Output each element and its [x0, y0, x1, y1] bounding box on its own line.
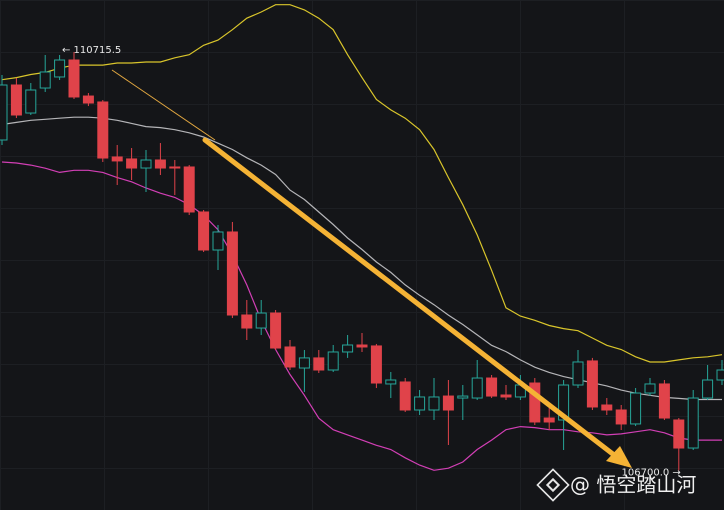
candle-body — [10, 84, 22, 116]
candle-body — [529, 382, 541, 423]
candle-body — [500, 394, 512, 398]
candle-body — [97, 101, 109, 159]
candle-body — [111, 156, 123, 162]
candle-body — [212, 231, 224, 251]
candle-body — [126, 158, 138, 169]
candle-body — [702, 379, 714, 399]
candle-body — [457, 395, 469, 399]
candle-body — [25, 89, 37, 114]
band-line — [1, 161, 722, 471]
candle-body — [82, 95, 94, 104]
candles — [0, 52, 724, 471]
candle-body — [615, 409, 627, 425]
candle-body — [630, 392, 642, 425]
candle-body — [183, 166, 195, 213]
candle-body — [68, 59, 80, 98]
candle-body — [169, 166, 181, 169]
candle-body — [471, 377, 483, 399]
band-lines — [1, 4, 723, 471]
candle-body — [313, 357, 325, 371]
candle-body — [601, 404, 613, 411]
candle-body — [198, 211, 210, 251]
watermark: @ 悟空踏山河 — [570, 473, 696, 497]
candle-body — [399, 381, 411, 411]
candle-body — [370, 345, 382, 384]
candle-body — [298, 357, 310, 369]
candle-body — [154, 159, 166, 169]
candle-body — [226, 231, 238, 316]
candle-body — [486, 377, 498, 397]
candle-body — [716, 369, 724, 381]
candle-body — [140, 159, 152, 169]
candle-body — [284, 346, 296, 368]
candle-body — [572, 361, 584, 386]
arrow-head — [606, 446, 632, 468]
candle-body — [0, 84, 8, 141]
candle-body — [270, 312, 282, 349]
trend-guide — [111, 69, 216, 141]
candle-body — [327, 351, 339, 371]
candle-body — [673, 419, 685, 449]
watermark-logo — [536, 468, 570, 502]
candle-body — [428, 396, 440, 411]
candle-body — [586, 360, 598, 408]
candle-body — [385, 379, 397, 385]
candle-body — [414, 396, 426, 411]
candle-body — [356, 344, 368, 348]
high-label: ← 110715.5 — [62, 45, 121, 56]
candle-body — [342, 344, 354, 353]
band-line — [1, 116, 722, 401]
candle-body — [687, 397, 699, 449]
candle-body — [39, 71, 51, 89]
candle-body — [241, 314, 253, 329]
candle-body — [658, 383, 670, 419]
candle-body — [644, 383, 656, 394]
candle-body — [255, 312, 267, 329]
candle-body — [543, 417, 555, 423]
candle-body — [442, 395, 454, 411]
trend-arrow — [202, 137, 621, 461]
band-line — [1, 4, 723, 363]
candle-body — [558, 384, 570, 421]
low-label: 106700.0 → — [622, 467, 681, 478]
candle-body — [54, 59, 66, 78]
